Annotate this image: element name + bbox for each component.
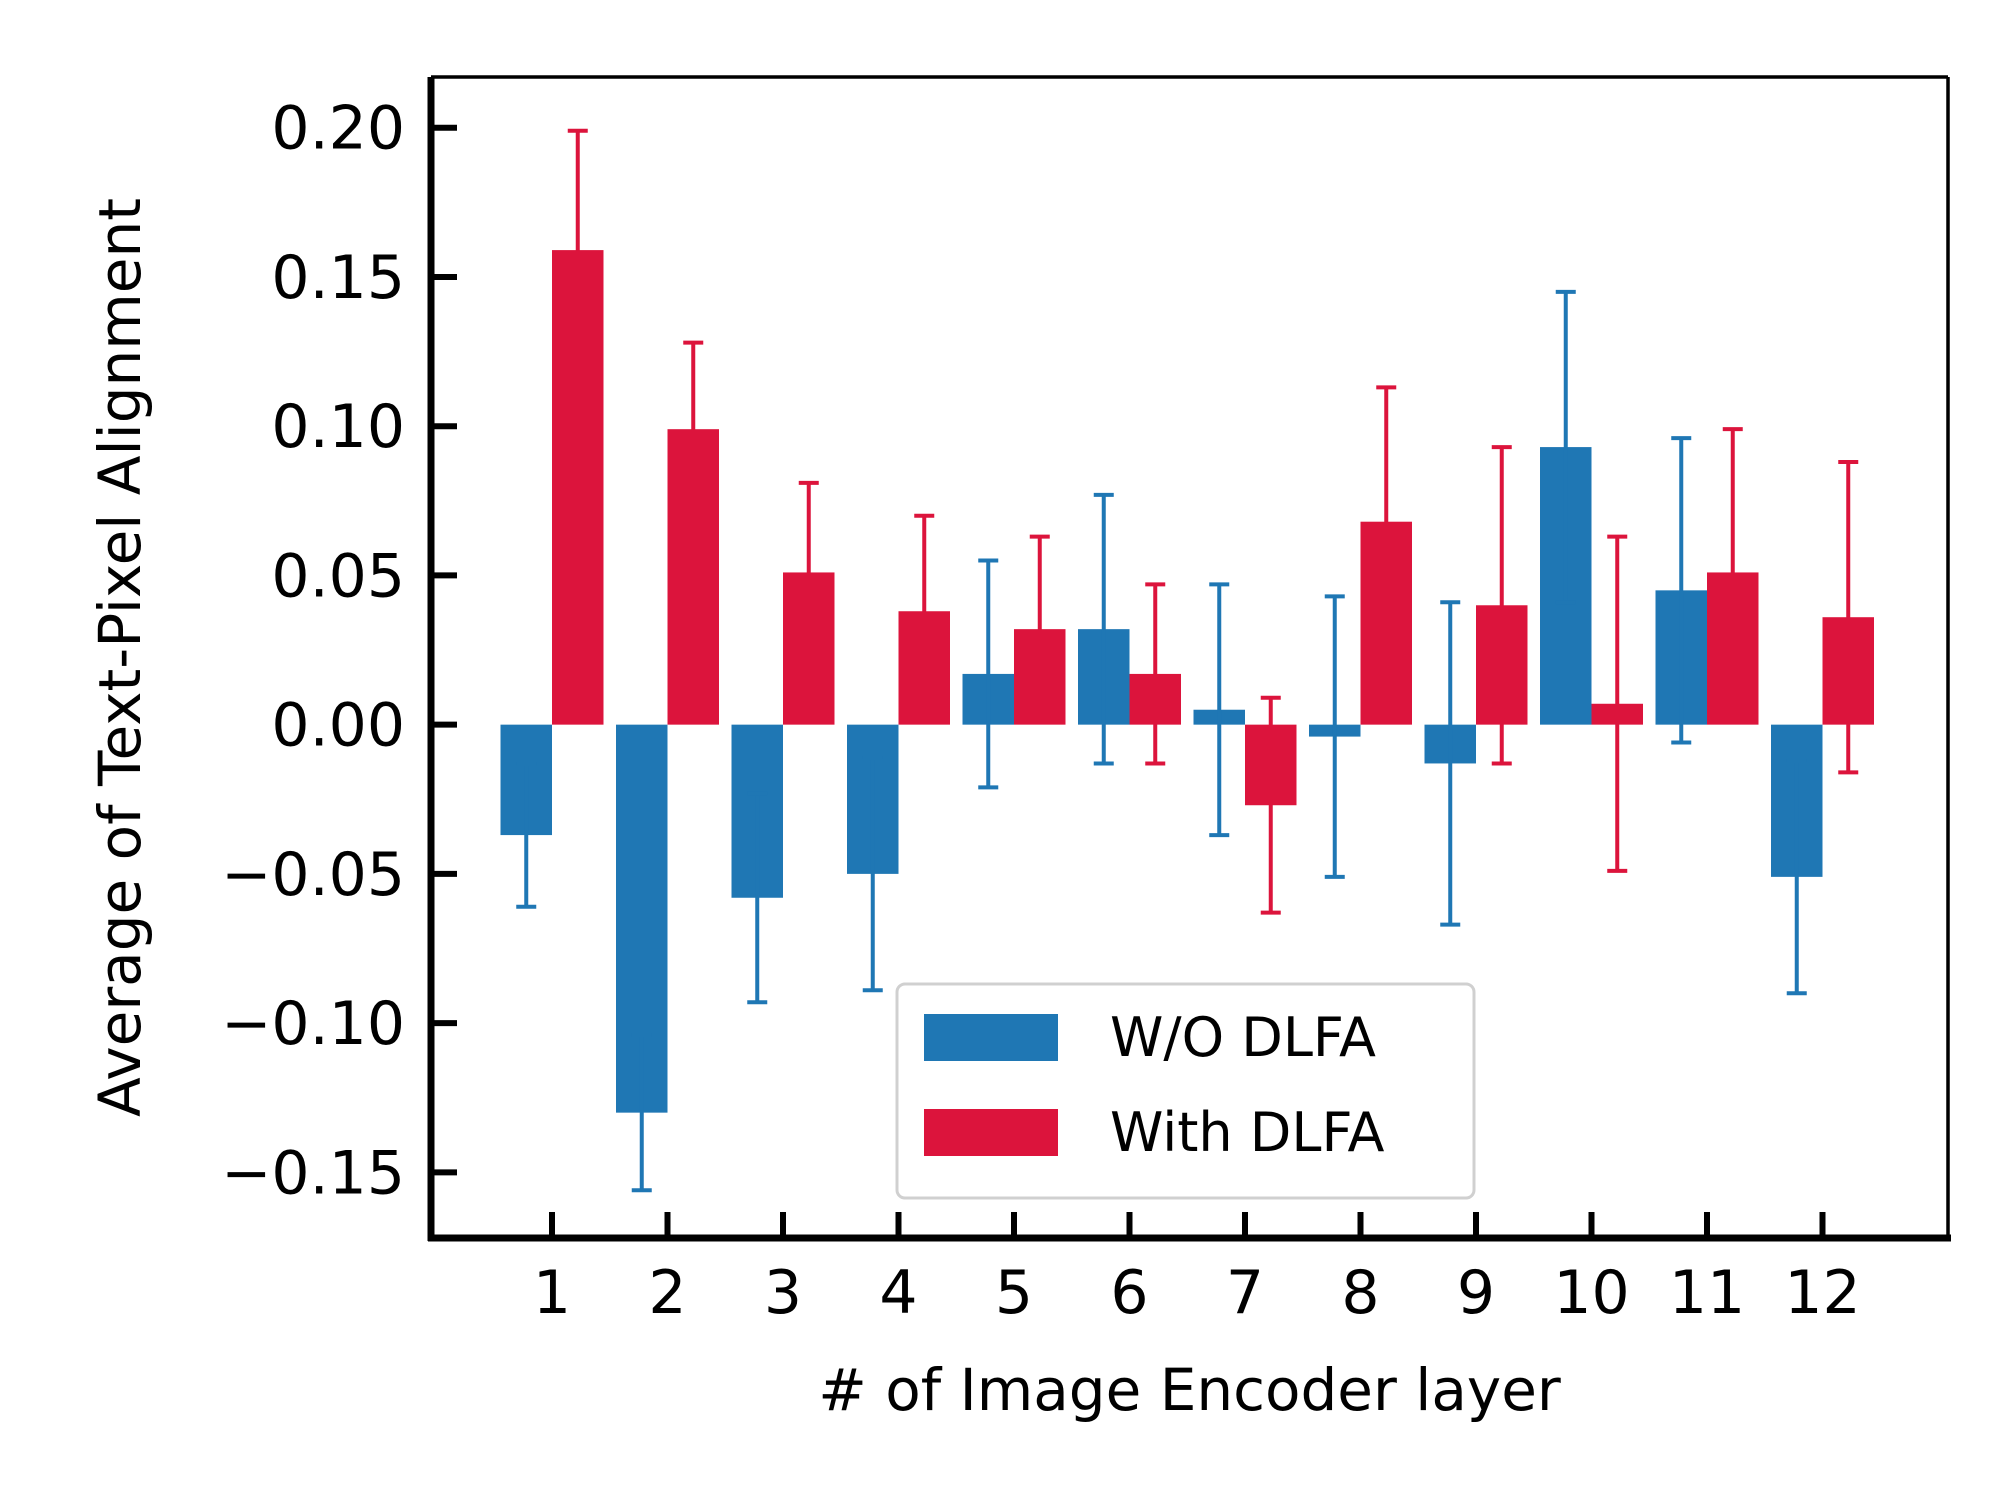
errorbar-w-o-dlfa-6 bbox=[1093, 492, 1114, 766]
y-tick-label: −0.10 bbox=[221, 989, 405, 1059]
errorbar-with-dlfa-2 bbox=[683, 340, 704, 518]
x-tick-label: 9 bbox=[1457, 1258, 1495, 1328]
errorbar-w-o-dlfa-3 bbox=[747, 791, 768, 1005]
legend: W/O DLFA With DLFA bbox=[895, 982, 1476, 1200]
y-tick-label: 0.20 bbox=[271, 94, 405, 164]
errorbar-with-dlfa-8 bbox=[1376, 385, 1397, 659]
errorbars-layer bbox=[516, 128, 1859, 1193]
x-tick-label: 7 bbox=[1226, 1258, 1264, 1328]
errorbar-with-dlfa-10 bbox=[1607, 534, 1628, 873]
y-tick-label: 0.10 bbox=[271, 392, 405, 462]
errorbar-with-dlfa-11 bbox=[1722, 427, 1743, 718]
x-tick-label: 1 bbox=[533, 1258, 571, 1328]
ticks-layer: −0.15−0.10−0.050.000.050.100.150.201 2 3 4 5… bbox=[221, 94, 1861, 1328]
errorbar-w-o-dlfa-4 bbox=[862, 755, 883, 993]
legend-label-with-dlfa: With DLFA bbox=[1110, 1101, 1385, 1164]
legend-swatch-wo-dlfa bbox=[924, 1014, 1058, 1061]
x-tick-label: 8 bbox=[1341, 1258, 1379, 1328]
x-tick-label: 11 bbox=[1669, 1258, 1745, 1328]
errorbar-with-dlfa-3 bbox=[798, 480, 819, 664]
errorbar-w-o-dlfa-10 bbox=[1555, 289, 1576, 605]
errorbar-with-dlfa-4 bbox=[914, 513, 935, 709]
errorbar-w-o-dlfa-8 bbox=[1324, 594, 1345, 879]
legend-swatch-with-dlfa bbox=[924, 1109, 1058, 1156]
errorbar-w-o-dlfa-12 bbox=[1786, 758, 1807, 996]
errorbar-w-o-dlfa-11 bbox=[1671, 436, 1692, 745]
x-tick-label: 4 bbox=[879, 1258, 917, 1328]
errorbar-w-o-dlfa-1 bbox=[516, 761, 537, 909]
y-axis-label: Average of Text-Pixel Alignment bbox=[86, 198, 154, 1117]
y-tick-label: −0.15 bbox=[221, 1138, 405, 1208]
x-tick-label: 2 bbox=[648, 1258, 686, 1328]
errorbar-with-dlfa-7 bbox=[1260, 695, 1281, 915]
errorbar-with-dlfa-6 bbox=[1145, 582, 1166, 766]
y-tick-label: 0.00 bbox=[271, 691, 405, 761]
errorbar-w-o-dlfa-7 bbox=[1209, 582, 1230, 838]
errorbar-with-dlfa-5 bbox=[1029, 534, 1050, 724]
errorbar-w-o-dlfa-2 bbox=[631, 1033, 652, 1193]
axes-layer bbox=[427, 75, 1951, 1242]
x-tick-label: 12 bbox=[1784, 1258, 1860, 1328]
errorbar-with-dlfa-12 bbox=[1838, 460, 1859, 775]
x-axis-label: # of Image Encoder layer bbox=[818, 1356, 1561, 1424]
legend-label-wo-dlfa: W/O DLFA bbox=[1110, 1006, 1376, 1069]
y-tick-label: −0.05 bbox=[221, 840, 405, 910]
x-tick-label: 10 bbox=[1553, 1258, 1629, 1328]
errorbar-with-dlfa-9 bbox=[1491, 445, 1512, 766]
y-tick-label: 0.05 bbox=[271, 541, 405, 611]
y-tick-label: 0.15 bbox=[271, 243, 405, 313]
x-tick-label: 3 bbox=[764, 1258, 802, 1328]
errorbar-w-o-dlfa-9 bbox=[1440, 600, 1461, 927]
errorbar-with-dlfa-1 bbox=[567, 128, 588, 372]
x-tick-label: 6 bbox=[1110, 1258, 1148, 1328]
errorbar-w-o-dlfa-5 bbox=[978, 558, 999, 790]
x-tick-label: 5 bbox=[995, 1258, 1033, 1328]
